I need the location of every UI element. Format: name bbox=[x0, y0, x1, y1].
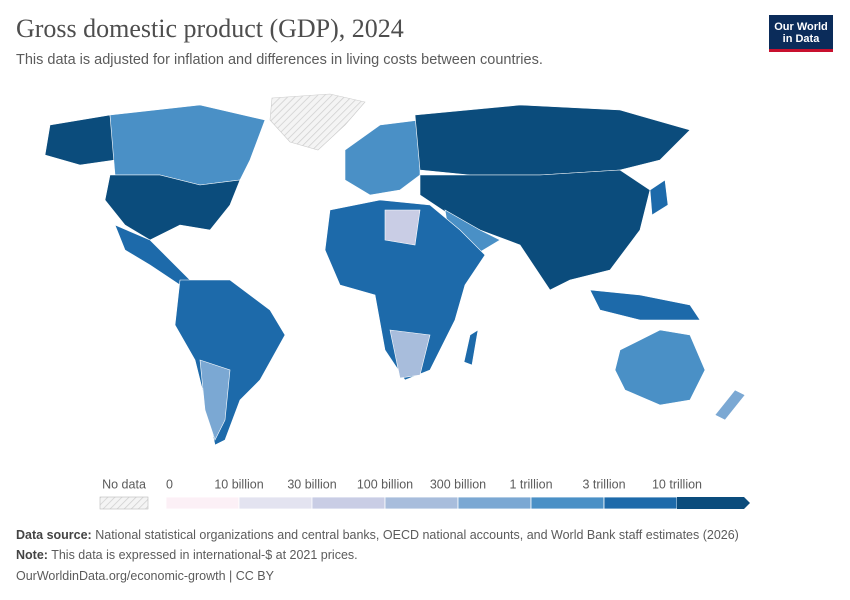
logo-line: in Data bbox=[782, 33, 820, 45]
legend-swatch bbox=[238, 496, 313, 510]
legend: No data 0 10 billion 30 billion 100 billion… bbox=[99, 477, 750, 510]
country[interactable] bbox=[414, 104, 691, 176]
world-map bbox=[44, 93, 746, 446]
country[interactable] bbox=[199, 359, 231, 441]
country[interactable] bbox=[384, 209, 421, 246]
country[interactable] bbox=[269, 93, 366, 151]
logo-line: Our World bbox=[774, 21, 828, 33]
country[interactable] bbox=[714, 389, 746, 421]
note-text: This data is expressed in international-… bbox=[51, 548, 358, 562]
legend-swatch bbox=[603, 496, 678, 510]
country[interactable] bbox=[589, 289, 701, 321]
legend-label: 0 bbox=[166, 477, 173, 491]
source-label: Data source: bbox=[16, 528, 92, 542]
legend-swatch bbox=[384, 496, 459, 510]
source: Data source: National statistical organi… bbox=[16, 528, 739, 542]
note-label: Note: bbox=[16, 548, 48, 562]
country[interactable] bbox=[614, 329, 706, 406]
country[interactable] bbox=[463, 329, 479, 366]
legend-label: 1 trillion bbox=[509, 477, 552, 491]
legend-label: 10 trillion bbox=[652, 477, 702, 491]
country[interactable] bbox=[389, 329, 431, 379]
legend-label: 100 billion bbox=[357, 477, 413, 491]
country[interactable] bbox=[174, 279, 286, 446]
country[interactable] bbox=[649, 179, 669, 216]
legend-label: 3 trillion bbox=[582, 477, 625, 491]
country[interactable] bbox=[44, 114, 116, 166]
country[interactable] bbox=[109, 104, 266, 186]
legend-swatch bbox=[530, 496, 605, 510]
country[interactable] bbox=[344, 119, 421, 196]
no-data-swatch bbox=[99, 496, 149, 510]
title: Gross domestic product (GDP), 2024 bbox=[16, 14, 404, 43]
note: Note: This data is expressed in internat… bbox=[16, 548, 358, 562]
credit[interactable]: OurWorldinData.org/economic-growth | CC … bbox=[16, 569, 274, 583]
legend-swatch bbox=[311, 496, 386, 510]
legend-swatch bbox=[677, 497, 750, 509]
subtitle: This data is adjusted for inflation and … bbox=[16, 52, 543, 68]
country[interactable] bbox=[104, 174, 241, 241]
legend-swatch bbox=[165, 496, 240, 510]
legend-label: No data bbox=[102, 477, 146, 491]
legend-swatch bbox=[457, 496, 532, 510]
source-text: National statistical organizations and c… bbox=[95, 528, 739, 542]
logo[interactable]: Our World in Data bbox=[769, 15, 833, 52]
legend-label: 30 billion bbox=[287, 477, 336, 491]
legend-label: 10 billion bbox=[214, 477, 263, 491]
country[interactable] bbox=[324, 199, 486, 381]
legend-label: 300 billion bbox=[430, 477, 486, 491]
